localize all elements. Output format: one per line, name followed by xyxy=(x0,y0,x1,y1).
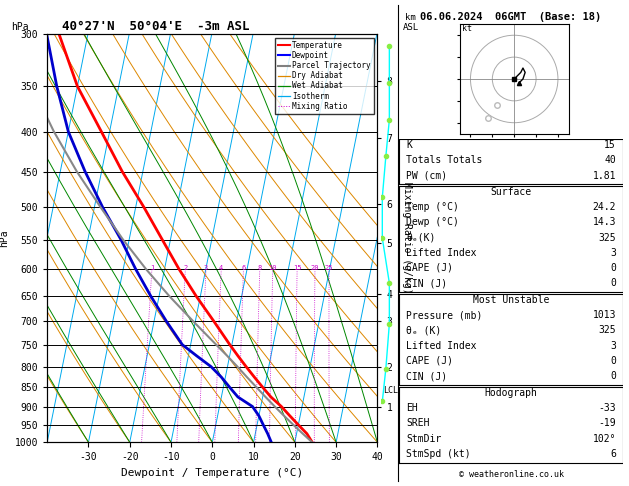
Text: SREH: SREH xyxy=(406,418,430,429)
Text: 102°: 102° xyxy=(593,434,616,444)
Text: Totals Totals: Totals Totals xyxy=(406,156,482,165)
Text: 40: 40 xyxy=(604,156,616,165)
Y-axis label: hPa: hPa xyxy=(0,229,9,247)
Text: 8: 8 xyxy=(258,265,262,271)
Text: Lifted Index: Lifted Index xyxy=(406,341,477,351)
Text: 25: 25 xyxy=(325,265,333,271)
Text: LCL: LCL xyxy=(383,386,398,395)
Text: Surface: Surface xyxy=(491,187,532,197)
Text: 1: 1 xyxy=(150,265,154,271)
Y-axis label: Mixing Ratio (g/kg): Mixing Ratio (g/kg) xyxy=(402,182,412,294)
Text: 40°27'N  50°04'E  -3m ASL: 40°27'N 50°04'E -3m ASL xyxy=(47,20,250,33)
Text: km
ASL: km ASL xyxy=(403,13,418,32)
Text: 6: 6 xyxy=(242,265,245,271)
Legend: Temperature, Dewpoint, Parcel Trajectory, Dry Adiabat, Wet Adiabat, Isotherm, Mi: Temperature, Dewpoint, Parcel Trajectory… xyxy=(275,38,374,114)
Text: θₑ (K): θₑ (K) xyxy=(406,326,442,335)
Text: EH: EH xyxy=(406,403,418,413)
Text: 2: 2 xyxy=(183,265,187,271)
Text: 3: 3 xyxy=(610,248,616,258)
Text: 3: 3 xyxy=(610,341,616,351)
Text: Hodograph: Hodograph xyxy=(484,388,538,398)
Text: Most Unstable: Most Unstable xyxy=(473,295,549,305)
Text: StmSpd (kt): StmSpd (kt) xyxy=(406,449,470,459)
Text: CIN (J): CIN (J) xyxy=(406,278,447,288)
Text: θₑ(K): θₑ(K) xyxy=(406,232,435,243)
Text: 06.06.2024  06GMT  (Base: 18): 06.06.2024 06GMT (Base: 18) xyxy=(420,12,602,22)
Text: K: K xyxy=(406,140,412,150)
Text: CAPE (J): CAPE (J) xyxy=(406,263,453,273)
Text: kt: kt xyxy=(462,24,472,33)
Text: 0: 0 xyxy=(610,278,616,288)
Text: Lifted Index: Lifted Index xyxy=(406,248,477,258)
Text: 20: 20 xyxy=(311,265,320,271)
Text: -33: -33 xyxy=(598,403,616,413)
Text: 24.2: 24.2 xyxy=(593,202,616,212)
Text: 1.81: 1.81 xyxy=(593,171,616,181)
Text: 325: 325 xyxy=(598,232,616,243)
Text: 15: 15 xyxy=(604,140,616,150)
Text: 0: 0 xyxy=(610,371,616,381)
Text: StmDir: StmDir xyxy=(406,434,442,444)
Text: 4: 4 xyxy=(219,265,223,271)
Text: -19: -19 xyxy=(598,418,616,429)
Text: 6: 6 xyxy=(610,449,616,459)
Text: 0: 0 xyxy=(610,356,616,366)
Text: 10: 10 xyxy=(269,265,277,271)
Text: CAPE (J): CAPE (J) xyxy=(406,356,453,366)
Text: hPa: hPa xyxy=(11,22,28,32)
Text: 14.3: 14.3 xyxy=(593,217,616,227)
Text: 325: 325 xyxy=(598,326,616,335)
Text: CIN (J): CIN (J) xyxy=(406,371,447,381)
Text: 0: 0 xyxy=(610,263,616,273)
Text: Dewp (°C): Dewp (°C) xyxy=(406,217,459,227)
Text: 3: 3 xyxy=(204,265,208,271)
Text: © weatheronline.co.uk: © weatheronline.co.uk xyxy=(459,470,564,479)
Text: Pressure (mb): Pressure (mb) xyxy=(406,310,482,320)
Text: 15: 15 xyxy=(293,265,301,271)
Text: PW (cm): PW (cm) xyxy=(406,171,447,181)
Text: Temp (°C): Temp (°C) xyxy=(406,202,459,212)
Text: 1013: 1013 xyxy=(593,310,616,320)
X-axis label: Dewpoint / Temperature (°C): Dewpoint / Temperature (°C) xyxy=(121,468,303,478)
